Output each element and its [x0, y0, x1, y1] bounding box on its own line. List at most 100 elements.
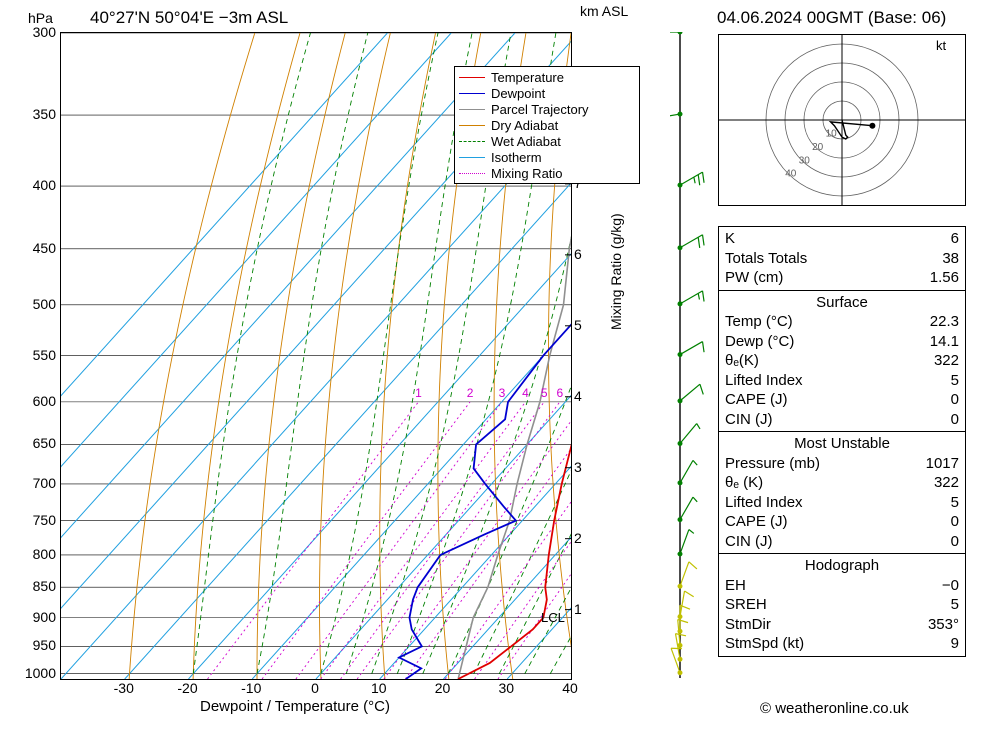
- stats-row: θₑ(K)322: [725, 351, 959, 371]
- legend-swatch: [459, 141, 485, 142]
- legend: TemperatureDewpointParcel TrajectoryDry …: [454, 66, 640, 184]
- legend-label: Isotherm: [491, 150, 542, 165]
- lcl-label: LCL: [541, 610, 565, 625]
- copyright: © weatheronline.co.uk: [760, 700, 909, 717]
- stats-row: PW (cm) 1.56: [725, 268, 959, 288]
- stats-value: −0: [942, 576, 959, 596]
- stats-label: Dewp (°C): [725, 332, 794, 352]
- stats-row: Lifted Index 5: [725, 371, 959, 391]
- stats-label: Lifted Index: [725, 493, 803, 513]
- stats-value: 0: [951, 512, 959, 532]
- mixratio-label-text: Mixing Ratio (g/kg): [608, 213, 624, 330]
- hodograph: 10203040: [718, 34, 966, 206]
- stats-label: Totals Totals: [725, 249, 807, 269]
- mixratio-tick: 3: [499, 386, 506, 400]
- stats-row: Totals Totals 38: [725, 249, 959, 269]
- legend-label: Mixing Ratio: [491, 166, 563, 181]
- stats-row: K6: [725, 229, 959, 249]
- stats-value: 5: [951, 595, 959, 615]
- y-right-tick: 4: [574, 388, 582, 404]
- stats-value: 5: [951, 371, 959, 391]
- location-title: 40°27'N 50°04'E −3m ASL: [90, 8, 288, 28]
- legend-item: Dewpoint: [459, 85, 635, 101]
- stats-value: 6: [951, 229, 959, 249]
- y-right-tick: 3: [574, 459, 582, 475]
- stats-label: EH: [725, 576, 746, 596]
- datetime-title: 04.06.2024 00GMT (Base: 06): [717, 8, 946, 28]
- legend-label: Dry Adiabat: [491, 118, 558, 133]
- y-right-tick: 1: [574, 601, 582, 617]
- x-tick: 30: [498, 680, 514, 696]
- stats-value: 5: [951, 493, 959, 513]
- legend-label: Wet Adiabat: [491, 134, 561, 149]
- stats-row: CIN (J)0: [725, 410, 959, 430]
- legend-label: Parcel Trajectory: [491, 102, 589, 117]
- stats-row: θₑ (K) 322: [725, 473, 959, 493]
- legend-item: Dry Adiabat: [459, 117, 635, 133]
- stats-value: 322: [934, 351, 959, 371]
- x-ticks: -30-20-10010203040: [60, 680, 570, 700]
- mixratio-tick: 6: [556, 386, 563, 400]
- legend-swatch: [459, 173, 485, 174]
- y-left-tick: 850: [33, 578, 56, 594]
- y-left-tick: 950: [33, 637, 56, 653]
- y-left-tick: 750: [33, 512, 56, 528]
- stats-label: CIN (J): [725, 532, 773, 552]
- y-left-tick: 700: [33, 475, 56, 491]
- stats-label: CAPE (J): [725, 512, 788, 532]
- legend-item: Temperature: [459, 69, 635, 85]
- svg-text:40: 40: [785, 169, 797, 180]
- stats-value: 0: [951, 390, 959, 410]
- legend-swatch: [459, 93, 485, 94]
- y-right-tick: 6: [574, 246, 582, 262]
- svg-text:30: 30: [799, 155, 811, 166]
- legend-item: Wet Adiabat: [459, 133, 635, 149]
- hodograph-unit: kt: [936, 38, 946, 53]
- y-left-ticks: 3003504004505005506006507007508008509009…: [20, 32, 58, 678]
- stats-value: 322: [934, 473, 959, 493]
- stats-value: 22.3: [930, 312, 959, 332]
- y-right-label: km ASL: [580, 4, 628, 19]
- stats-surface-head: Surface: [725, 293, 959, 313]
- stats-row: CIN (J)0: [725, 532, 959, 552]
- legend-swatch: [459, 109, 485, 110]
- y-left-tick: 1000: [25, 665, 56, 681]
- y-left-tick: 400: [33, 177, 56, 193]
- stats-value: 1.56: [930, 268, 959, 288]
- x-tick: 20: [435, 680, 451, 696]
- stats-value: 1017: [926, 454, 959, 474]
- stats-label: CAPE (J): [725, 390, 788, 410]
- x-label: Dewpoint / Temperature (°C): [200, 698, 390, 715]
- x-tick: -30: [114, 680, 134, 696]
- stats-value: 9: [951, 634, 959, 654]
- mixratio-tick: 2: [467, 386, 474, 400]
- wind-barbs: [670, 32, 710, 678]
- stats-row: Dewp (°C)14.1: [725, 332, 959, 352]
- stats-label: θₑ (K): [725, 473, 763, 493]
- stats-hodo-head: Hodograph: [725, 556, 959, 576]
- stats-value: 38: [942, 249, 959, 269]
- legend-item: Parcel Trajectory: [459, 101, 635, 117]
- y-left-tick: 500: [33, 296, 56, 312]
- stats-row: CAPE (J) 0: [725, 512, 959, 532]
- skewt-chart: TemperatureDewpointParcel TrajectoryDry …: [60, 32, 572, 680]
- stats-label: Temp (°C): [725, 312, 793, 332]
- stats-label: StmDir: [725, 615, 771, 635]
- y-left-tick: 650: [33, 435, 56, 451]
- y-left-tick: 600: [33, 393, 56, 409]
- stats-label: Lifted Index: [725, 371, 803, 391]
- stats-label: Pressure (mb): [725, 454, 820, 474]
- stats-table: K6Totals Totals 38 PW (cm) 1.56 Surface Tem…: [718, 226, 966, 657]
- y-left-tick: 900: [33, 609, 56, 625]
- stats-label: PW (cm): [725, 268, 783, 288]
- stats-value: 353°: [928, 615, 959, 635]
- mixratio-tick: 1: [415, 386, 422, 400]
- y-left-tick: 800: [33, 546, 56, 562]
- legend-item: Isotherm: [459, 149, 635, 165]
- stats-label: CIN (J): [725, 410, 773, 430]
- mixratio-tick: 4: [522, 386, 529, 400]
- stats-label: StmSpd (kt): [725, 634, 804, 654]
- y-right-tick: 5: [574, 317, 582, 333]
- x-tick: 10: [371, 680, 387, 696]
- stats-row: Pressure (mb) 1017: [725, 454, 959, 474]
